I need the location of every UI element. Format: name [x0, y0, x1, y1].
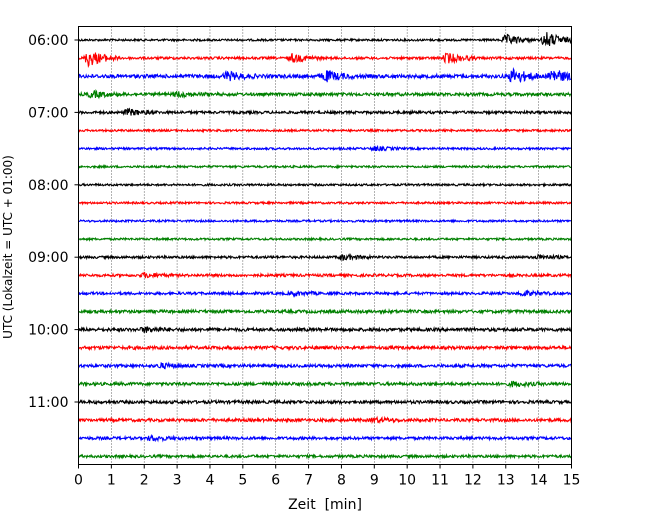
y-tick-label: 10:00: [28, 323, 68, 339]
x-axis-ticks: 0 1 2 3 4 5 6 7 8 9 10 11 12 13 14 15: [74, 464, 581, 489]
x-tick-label: 12: [464, 473, 482, 489]
grid-lines: [111, 26, 539, 465]
trace-0900: [78, 253, 572, 262]
trace-0630: [78, 67, 572, 84]
trace-1115: [77, 415, 573, 425]
trace-0915: [77, 271, 573, 279]
seismic-traces: [77, 32, 573, 460]
trace-1030: [78, 361, 573, 370]
y-tick-label: 11:00: [28, 395, 68, 411]
trace-1045: [78, 380, 573, 389]
x-tick-label: 0: [74, 473, 83, 489]
y-tick-label: 08:00: [28, 178, 68, 194]
x-tick-label: 4: [206, 473, 215, 489]
x-tick-label: 14: [530, 473, 548, 489]
x-tick-label: 3: [173, 473, 182, 489]
x-tick-label: 2: [140, 473, 149, 489]
y-axis-label: UTC (Lokalzeit = UTC + 01:00): [1, 155, 15, 339]
trace-0800: [78, 181, 572, 188]
trace-0600: [78, 32, 572, 47]
trace-0845: [78, 236, 573, 243]
trace-0700: [78, 107, 573, 116]
x-axis-label: Zeit [min]: [288, 497, 362, 513]
x-tick-label: 11: [431, 473, 449, 489]
x-tick-label: 10: [398, 473, 416, 489]
trace-0815: [78, 200, 572, 206]
y-tick-label: 06:00: [28, 33, 68, 49]
x-tick-label: 1: [107, 473, 116, 489]
trace-1000: [77, 325, 573, 334]
trace-0615: [78, 52, 572, 68]
y-axis-ticks: 06:00 07:00 08:00 09:00 10:00 11:00: [28, 33, 79, 411]
x-tick-label: 8: [337, 473, 346, 489]
trace-0945: [78, 307, 572, 316]
x-tick-label: 15: [563, 473, 581, 489]
trace-0715: [78, 127, 572, 134]
trace-0645: [78, 89, 572, 100]
x-tick-label: 5: [238, 473, 247, 489]
trace-1100: [77, 398, 573, 406]
trace-0930: [77, 289, 573, 298]
x-tick-label: 7: [304, 473, 313, 489]
x-tick-label: 9: [370, 473, 379, 489]
trace-1015: [77, 344, 573, 352]
trace-1145: [78, 452, 572, 460]
plot-frame: [78, 26, 572, 465]
y-tick-label: 07:00: [28, 105, 68, 121]
y-tick-label: 09:00: [28, 250, 68, 266]
trace-0730: [77, 144, 572, 152]
x-tick-label: 6: [271, 473, 280, 489]
trace-1130: [77, 433, 572, 443]
trace-0745: [78, 163, 572, 170]
x-tick-label: 13: [497, 473, 515, 489]
trace-0830: [78, 218, 572, 224]
